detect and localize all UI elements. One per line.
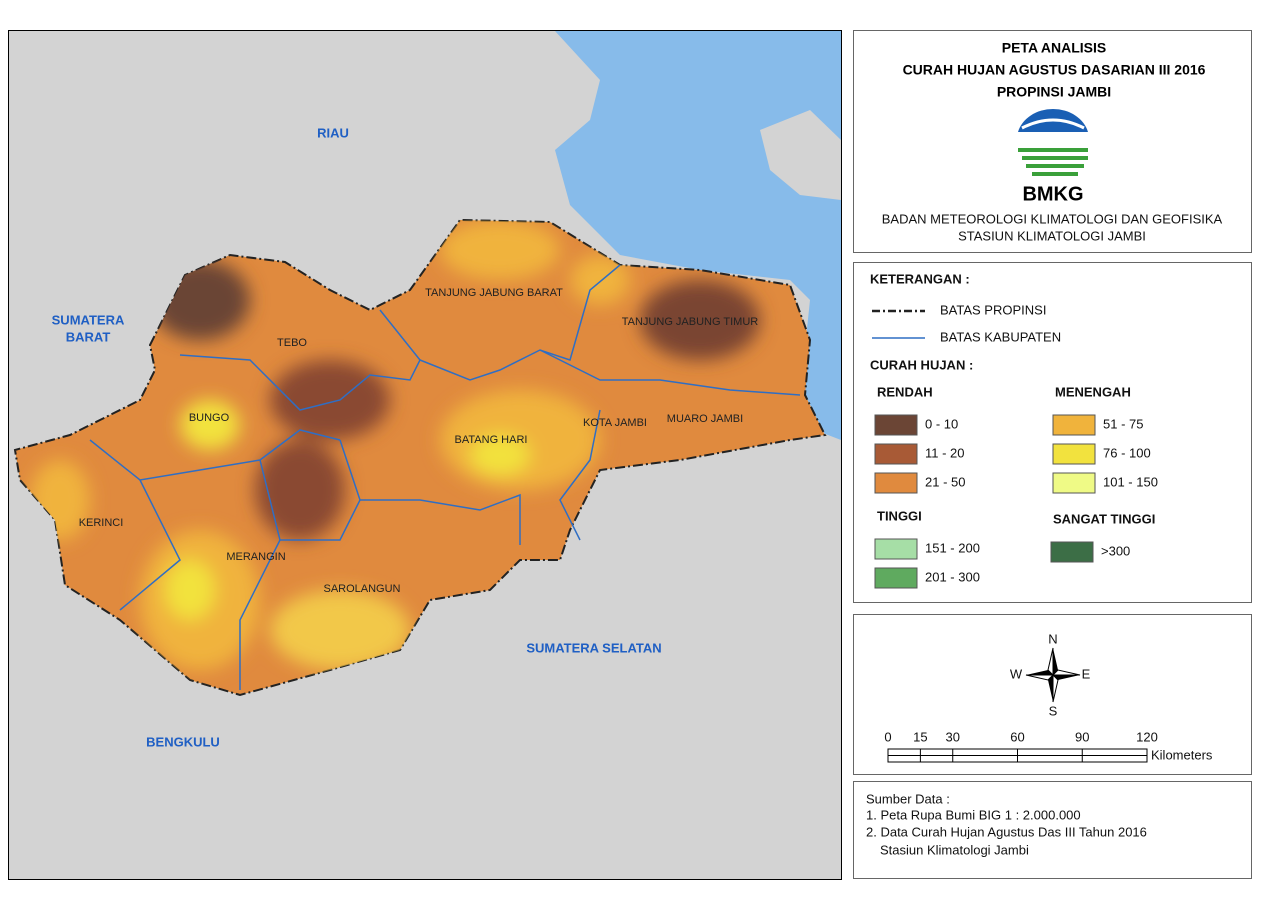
- scale-label: 30: [946, 729, 960, 744]
- legend-group: SANGAT TINGGI: [1053, 511, 1155, 526]
- regency-label: BATANG HARI: [455, 434, 528, 446]
- compass-label: S: [1049, 703, 1058, 718]
- legend-label: 11 - 20: [925, 445, 965, 460]
- regency-label: TANJUNG JABUNG BARAT: [425, 287, 563, 299]
- regency-label: SAROLANGUN: [323, 583, 400, 595]
- title: PROPINSI JAMBI: [997, 84, 1111, 100]
- scale-label: 60: [1010, 729, 1024, 744]
- regency-label: TANJUNG JABUNG TIMUR: [622, 316, 759, 328]
- legend-swatch: [874, 472, 918, 494]
- legend-swatch: [874, 567, 918, 589]
- neighbor-label: BARAT: [66, 329, 111, 344]
- legend-swatch: [1052, 443, 1096, 465]
- scale-label: 0: [884, 729, 891, 744]
- legend-swatch: [874, 443, 918, 465]
- legend-label: 101 - 150: [1103, 474, 1158, 489]
- legend-group: TINGGI: [877, 508, 922, 523]
- scale-label: 120: [1136, 729, 1158, 744]
- source-line: 1. Peta Rupa Bumi BIG 1 : 2.000.000: [866, 807, 1081, 822]
- source-line: 2. Data Curah Hujan Agustus Das III Tahu…: [866, 824, 1147, 839]
- legend-label: >300: [1101, 543, 1130, 558]
- legend-label: BATAS PROPINSI: [940, 302, 1046, 317]
- regency-boundaries: [89, 264, 801, 690]
- regency-label: TEBO: [277, 337, 307, 349]
- agency: BADAN METEOROLOGI KLIMATOLOGI DAN GEOFIS…: [882, 211, 1223, 226]
- neighbor-label: SUMATERA SELATAN: [526, 640, 661, 655]
- logo-text: BMKG: [1022, 183, 1083, 205]
- legend-label: 21 - 50: [925, 474, 965, 489]
- compass-label: W: [1010, 666, 1023, 681]
- regency-label: MERANGIN: [226, 551, 285, 563]
- map: RIAU SUMATERA BARAT SUMATERA SELATAN BEN…: [9, 31, 841, 879]
- legend-title: KETERANGAN :: [870, 271, 970, 286]
- logo: [1018, 109, 1088, 176]
- legend-subtitle: CURAH HUJAN :: [870, 357, 973, 372]
- legend-group: MENENGAH: [1055, 384, 1131, 399]
- title: PETA ANALISIS: [1002, 40, 1107, 56]
- legend-swatch: [1052, 472, 1096, 494]
- neighbor-label: RIAU: [317, 125, 349, 140]
- legend-label: BATAS KABUPATEN: [940, 329, 1061, 344]
- scale-label: 15: [913, 729, 927, 744]
- compass-label: E: [1082, 666, 1091, 681]
- legend-label: 76 - 100: [1103, 445, 1151, 460]
- regency-label: KERINCI: [79, 517, 124, 529]
- map-frame: [8, 30, 842, 880]
- regency-label: MUARO JAMBI: [667, 413, 743, 425]
- legend-swatch: [874, 538, 918, 560]
- neighbor-label: BENGKULU: [146, 734, 220, 749]
- neighbor-label: SUMATERA: [52, 312, 125, 327]
- source-title: Sumber Data :: [866, 791, 950, 806]
- compass-label: N: [1048, 631, 1057, 646]
- source-box: [853, 781, 1252, 879]
- legend-swatch: [874, 414, 918, 436]
- legend-label: 151 - 200: [925, 540, 980, 555]
- legend-swatch: [1050, 541, 1094, 563]
- scale-label: 90: [1075, 729, 1089, 744]
- legend-swatch: [1052, 414, 1096, 436]
- regency-label: KOTA JAMBI: [583, 417, 647, 429]
- legend-label: 0 - 10: [925, 416, 958, 431]
- header-box: [853, 30, 1252, 253]
- legend-group: RENDAH: [877, 384, 933, 399]
- scale-unit: Kilometers: [1151, 747, 1213, 762]
- agency: STASIUN KLIMATOLOGI JAMBI: [958, 228, 1146, 243]
- legend-label: 51 - 75: [1103, 416, 1143, 431]
- north-arrow: [1025, 647, 1081, 703]
- source-line: Stasiun Klimatologi Jambi: [880, 842, 1029, 857]
- legend-label: 201 - 300: [925, 569, 980, 584]
- regency-label: BUNGO: [189, 412, 230, 424]
- title: CURAH HUJAN AGUSTUS DASARIAN III 2016: [903, 62, 1206, 78]
